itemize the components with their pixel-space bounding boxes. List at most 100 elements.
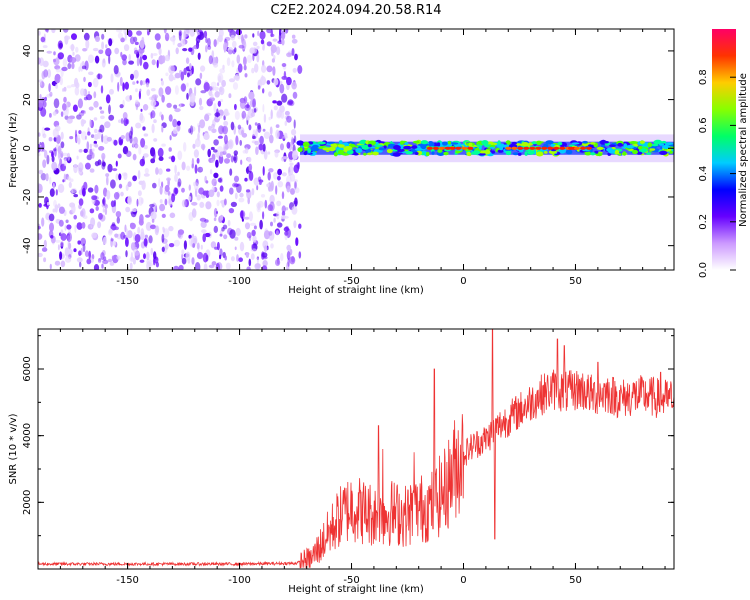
noise-blob xyxy=(141,180,146,191)
band-blob xyxy=(481,140,489,146)
noise-blob xyxy=(228,93,232,99)
band-blob xyxy=(297,147,303,153)
noise-blob xyxy=(255,128,258,139)
band-blob xyxy=(300,145,305,148)
noise-blob xyxy=(75,82,80,89)
noise-blob xyxy=(220,98,224,103)
noise-blob xyxy=(80,210,84,217)
noise-blob xyxy=(186,82,189,88)
noise-blob xyxy=(55,83,58,89)
noise-blob xyxy=(260,39,265,45)
x-tick-label: -50 xyxy=(343,276,359,287)
band-blob xyxy=(647,142,653,148)
noise-blob xyxy=(69,136,74,140)
noise-blob xyxy=(286,250,291,260)
noise-blob xyxy=(238,257,244,263)
noise-blob xyxy=(234,73,240,82)
band-blob xyxy=(476,144,483,147)
band-peak xyxy=(523,146,530,150)
band-blob xyxy=(535,141,545,144)
noise-blob xyxy=(248,211,253,222)
noise-blob xyxy=(135,88,138,93)
noise-blob xyxy=(284,115,290,120)
noise-blob xyxy=(157,147,164,158)
noise-blob xyxy=(66,117,73,124)
noise-blob xyxy=(291,206,298,215)
noise-blob xyxy=(58,206,65,214)
noise-blob xyxy=(194,86,197,97)
noise-blob xyxy=(64,35,69,45)
noise-blob xyxy=(139,112,144,121)
noise-blob xyxy=(186,92,189,100)
noise-blob xyxy=(239,139,242,146)
noise-blob xyxy=(41,141,45,151)
noise-blob xyxy=(256,256,259,264)
noise-blob xyxy=(233,156,237,161)
noise-blob xyxy=(71,204,76,214)
noise-blob xyxy=(161,246,165,252)
noise-blob xyxy=(235,227,241,237)
noise-blob xyxy=(104,207,108,216)
y-tick-label: 4000 xyxy=(22,423,33,448)
noise-blob xyxy=(158,177,161,188)
noise-blob xyxy=(251,188,255,196)
noise-blob xyxy=(82,48,87,52)
spectrogram-panel: -150 -100 -50 0 50 -40 -20 0 20 40 Height of str… xyxy=(8,28,675,296)
noise-blob xyxy=(46,29,49,33)
noise-blob xyxy=(54,260,61,266)
noise-blob xyxy=(93,117,98,121)
x-tick-label: -150 xyxy=(116,575,139,586)
noise-blob xyxy=(39,81,43,86)
noise-blob xyxy=(116,216,121,224)
noise-blob xyxy=(64,256,72,263)
noise-blob xyxy=(87,81,92,88)
noise-blob xyxy=(48,83,51,93)
noise-blob xyxy=(138,146,142,155)
noise-blob xyxy=(229,168,233,176)
noise-blob xyxy=(199,201,205,208)
noise-blob xyxy=(71,189,74,195)
noise-blob xyxy=(43,257,47,263)
noise-blob xyxy=(285,207,289,211)
noise-blob xyxy=(39,142,42,146)
spectrogram-x-ticks: -150 -100 -50 0 50 xyxy=(59,29,666,287)
noise-blob xyxy=(217,100,222,107)
band-blob xyxy=(637,145,643,150)
band-blob xyxy=(436,142,441,147)
noise-blob xyxy=(252,47,257,54)
noise-blob xyxy=(200,221,207,229)
spectrogram-signal-band xyxy=(296,134,674,163)
noise-blob xyxy=(152,94,159,99)
noise-blob xyxy=(180,83,187,92)
noise-blob xyxy=(38,233,43,240)
noise-blob xyxy=(38,30,41,36)
band-blob xyxy=(347,149,354,155)
noise-blob xyxy=(73,214,77,220)
noise-blob xyxy=(263,131,271,139)
noise-blob xyxy=(88,250,91,260)
noise-blob xyxy=(49,176,52,185)
noise-blob xyxy=(244,73,248,78)
noise-blob xyxy=(133,69,139,79)
noise-blob xyxy=(109,88,114,95)
noise-blob xyxy=(213,217,217,222)
noise-blob xyxy=(255,146,259,155)
noise-blob xyxy=(272,66,276,76)
noise-blob xyxy=(286,261,290,270)
noise-blob xyxy=(204,114,210,122)
noise-blob xyxy=(62,152,68,157)
noise-blob xyxy=(247,197,250,205)
noise-blob xyxy=(188,196,192,201)
noise-blob xyxy=(62,29,69,33)
noise-blob xyxy=(216,241,220,251)
colorbar: 0.0 0.2 0.4 0.6 0.8 Normalized spectral ampl… xyxy=(698,29,749,278)
noise-blob xyxy=(263,113,267,123)
noise-blob xyxy=(191,65,194,75)
noise-blob xyxy=(76,114,82,120)
noise-blob xyxy=(122,58,127,66)
noise-blob xyxy=(148,262,153,267)
noise-blob xyxy=(239,100,246,109)
noise-blob xyxy=(168,114,173,122)
noise-blob xyxy=(282,135,289,139)
noise-blob xyxy=(197,123,200,128)
